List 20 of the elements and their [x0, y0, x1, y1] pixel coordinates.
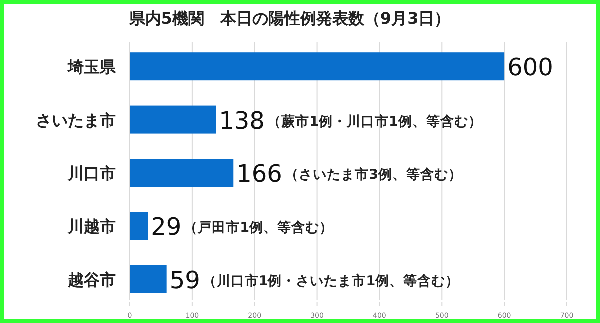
y-tick-label: 埼玉県 [67, 58, 117, 77]
data-label: 138 [219, 106, 265, 135]
chart-title: 県内5機関 本日の陽性例発表数（9月3日） [128, 9, 451, 28]
bar [130, 159, 234, 187]
y-tick-label: 川口市 [67, 164, 116, 183]
annotation: （さいたま市3例、等含む） [285, 166, 463, 183]
y-tick-label: さいたま市 [36, 110, 116, 130]
annotation: （川口市1例・さいたま市1例、等含む） [202, 272, 460, 290]
data-label: 166 [236, 160, 282, 188]
data-label: 29 [151, 213, 182, 242]
data-label: 59 [170, 266, 200, 294]
y-tick-label: 川越市 [67, 217, 116, 236]
data-label: 600 [508, 54, 554, 82]
bar [130, 265, 167, 294]
bar [130, 106, 216, 134]
annotation: （戸田市1例、等含む） [184, 219, 334, 236]
y-tick-label: 越谷市 [67, 270, 116, 290]
annotation: （蕨市1例・川口市1例、等含む） [268, 112, 482, 130]
bar [130, 52, 505, 81]
bar [130, 212, 148, 240]
